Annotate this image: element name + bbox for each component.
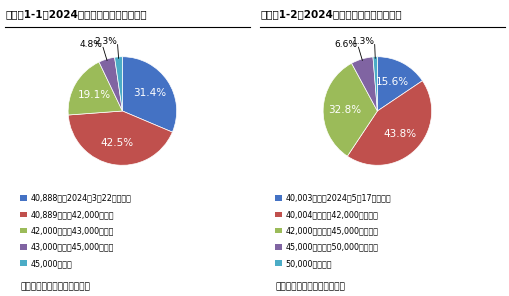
Text: 1.3%: 1.3% <box>351 37 374 46</box>
Text: 31.4%: 31.4% <box>133 88 166 98</box>
Wedge shape <box>122 57 176 132</box>
Text: グラフ1-1：2024年日経平均株価高値予想: グラフ1-1：2024年日経平均株価高値予想 <box>5 9 147 19</box>
Text: 50,000ドル以上: 50,000ドル以上 <box>285 259 331 268</box>
Text: 42.5%: 42.5% <box>100 138 133 148</box>
Wedge shape <box>99 57 122 111</box>
Text: グラフ1-2：2024年ダウ平均株価高値予想: グラフ1-2：2024年ダウ平均株価高値予想 <box>260 9 401 19</box>
Text: 19.1%: 19.1% <box>77 90 110 100</box>
Text: 40,004ドル以上42,000ドル未満: 40,004ドル以上42,000ドル未満 <box>285 210 378 219</box>
Text: 43,000円以上45,000円未満: 43,000円以上45,000円未満 <box>31 243 114 252</box>
Text: 45,000ドル以上50,000ドル未満: 45,000ドル以上50,000ドル未満 <box>285 243 378 252</box>
Wedge shape <box>323 63 377 156</box>
Wedge shape <box>347 81 431 165</box>
Text: 32.8%: 32.8% <box>328 104 361 115</box>
Wedge shape <box>377 57 421 111</box>
Text: 40,888円（2024年3月22日終値）: 40,888円（2024年3月22日終値） <box>31 194 131 203</box>
Text: 43.8%: 43.8% <box>383 129 416 139</box>
Text: 2.3%: 2.3% <box>94 37 117 46</box>
Text: 40,889円以上42,000円未満: 40,889円以上42,000円未満 <box>31 210 114 219</box>
Wedge shape <box>115 57 122 111</box>
Wedge shape <box>372 57 377 111</box>
Wedge shape <box>68 62 122 115</box>
Text: 42,000ドル以上45,000ドル未満: 42,000ドル以上45,000ドル未満 <box>285 226 378 235</box>
Wedge shape <box>68 111 172 165</box>
Text: 6.6%: 6.6% <box>334 40 357 49</box>
Text: 42,000円以上43,000円未満: 42,000円以上43,000円未満 <box>31 226 114 235</box>
Wedge shape <box>351 57 377 111</box>
Text: 40,003ドル（2024年5月17日終値）: 40,003ドル（2024年5月17日終値） <box>285 194 390 203</box>
Text: （出所）マネックス証券作成: （出所）マネックス証券作成 <box>275 283 345 292</box>
Text: 45,000円以上: 45,000円以上 <box>31 259 72 268</box>
Text: 4.8%: 4.8% <box>79 40 102 49</box>
Text: （出所）マネックス証券作成: （出所）マネックス証券作成 <box>20 283 90 292</box>
Text: 15.6%: 15.6% <box>376 77 408 87</box>
